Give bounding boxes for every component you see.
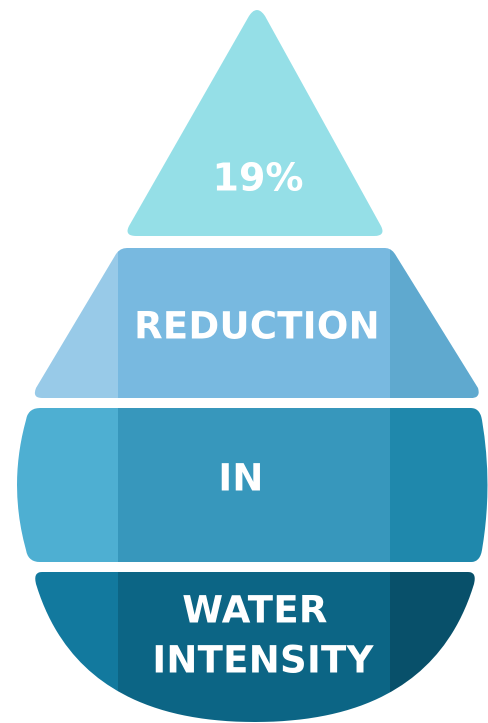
segment-reduction-left-facet: [34, 248, 118, 398]
segment-percentage-label: 19%: [213, 156, 304, 200]
segment-reduction-right-facet: [390, 248, 479, 398]
segment-water-intensity-center-facet: [118, 572, 390, 722]
segment-reduction-label: REDUCTION: [134, 305, 380, 348]
segment-in-center-facet: [118, 408, 390, 562]
segment-water-intensity: [35, 572, 475, 722]
segment-top-triangle: 19%: [127, 10, 383, 236]
segment-water-intensity-right-facet: [390, 572, 475, 722]
segment-water-label: WATER: [182, 589, 327, 632]
segment-in: [17, 408, 488, 562]
segment-reduction-center-facet: [118, 248, 390, 398]
segment-water-intensity-left-facet: [35, 572, 118, 722]
segment-top-shape: [127, 10, 383, 236]
segment-in-label: IN: [218, 457, 263, 500]
segment-intensity-label: INTENSITY: [152, 639, 374, 682]
segment-in-left-facet: [17, 408, 118, 562]
segment-in-right-facet: [390, 408, 488, 562]
